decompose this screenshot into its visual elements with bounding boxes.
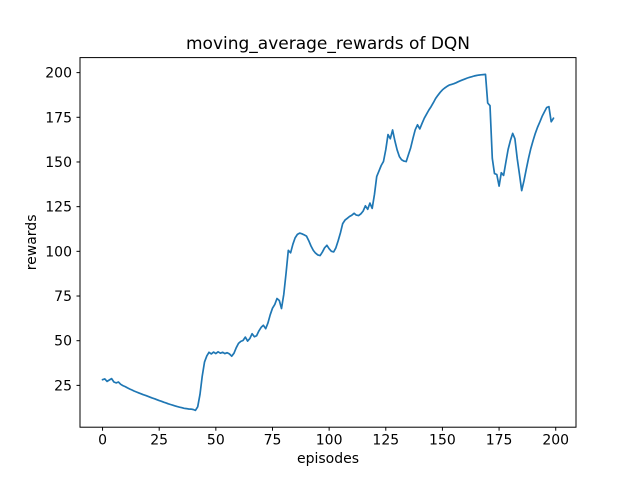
- chart-title: moving_average_rewards of DQN: [186, 34, 470, 54]
- x-axis-label: episodes: [297, 451, 359, 467]
- x-tick-label: 0: [98, 433, 107, 449]
- x-tick-label: 125: [372, 433, 399, 449]
- x-tick-label: 100: [316, 433, 343, 449]
- y-tick-label: 200: [45, 66, 72, 82]
- y-tick-label: 150: [45, 155, 72, 171]
- x-tick-label: 75: [264, 433, 282, 449]
- axes-frame: [79, 57, 577, 428]
- x-axis-ticks: 0 25 50 75 100 125 150 175 200: [98, 427, 569, 449]
- y-tick-label: 125: [45, 200, 72, 216]
- y-tick-label: 50: [54, 334, 72, 350]
- y-axis-ticks: 25 50 75 100 125 150 175 200: [45, 66, 80, 394]
- x-tick-label: 25: [150, 433, 168, 449]
- y-tick-label: 25: [54, 378, 72, 394]
- y-tick-label: 175: [45, 110, 72, 126]
- x-tick-label: 50: [207, 433, 225, 449]
- x-tick-label: 200: [542, 433, 569, 449]
- x-tick-label: 175: [486, 433, 513, 449]
- y-tick-label: 100: [45, 244, 72, 260]
- reward-series-line: [101, 73, 555, 412]
- x-tick-label: 150: [429, 433, 456, 449]
- y-tick-label: 75: [54, 289, 72, 305]
- y-axis-label: rewards: [24, 215, 40, 271]
